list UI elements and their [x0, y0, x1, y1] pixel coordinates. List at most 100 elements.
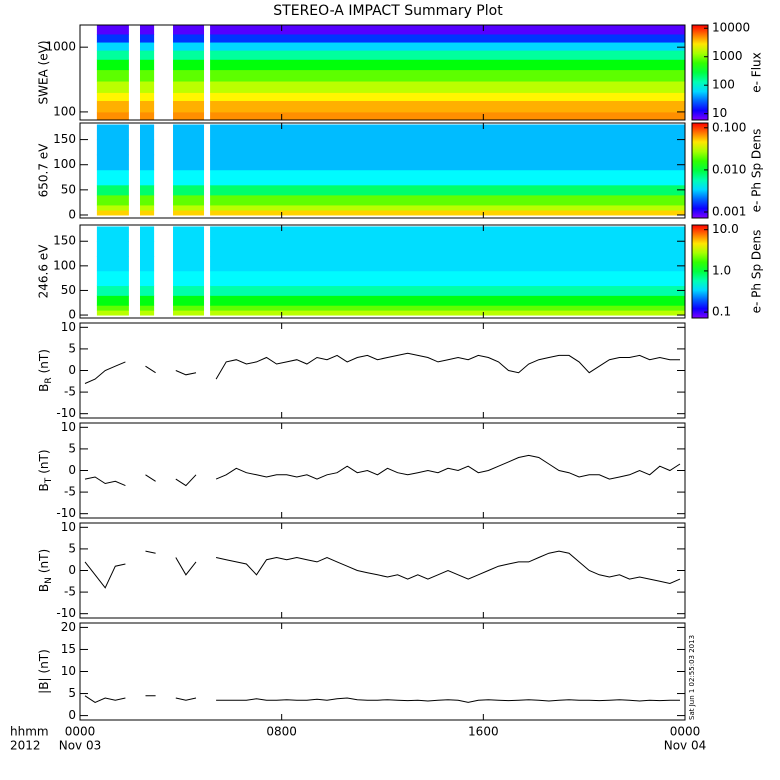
spectrogram-cell: [96, 310, 129, 316]
corner-label: 2012: [10, 739, 41, 753]
spectrogram-cell: [139, 226, 155, 242]
y-label-subscript: R: [44, 377, 54, 383]
y-tick-label: 10: [61, 664, 76, 678]
y-tick-label: 5: [68, 441, 76, 455]
date-label: Nov 03: [59, 739, 102, 753]
y-label-subscript: N: [44, 577, 54, 584]
panel-frame: [79, 24, 686, 121]
spectrogram-cell: [96, 270, 129, 287]
colorbar-tick-label: 10: [712, 106, 727, 120]
spectrogram-cell: [139, 111, 155, 121]
spectrogram-cell: [210, 92, 685, 102]
spectrogram-cell: [139, 154, 155, 171]
spectrogram-cell: [210, 59, 685, 71]
y-tick-label: 150: [53, 132, 76, 146]
spectrogram-cell: [96, 100, 129, 113]
y-axis-label: |B| (nT): [37, 649, 51, 694]
spectrogram-cell: [210, 154, 685, 171]
colorbar-tick-label: 0.001: [712, 204, 746, 218]
plot-title: STEREO-A IMPACT Summary Plot: [273, 3, 503, 19]
x-tick-label: 1600: [468, 725, 499, 739]
spectrogram-cell: [96, 285, 129, 296]
spectrogram-cell: [139, 81, 155, 93]
spectrogram-cell: [210, 42, 685, 51]
spectrogram-cell: [139, 33, 155, 43]
y-tick-label: 0: [68, 207, 76, 221]
spectrogram-cell: [96, 33, 129, 43]
spectrogram-cell: [139, 285, 155, 296]
spectrogram-cell: [96, 92, 129, 102]
spectrogram-cell: [96, 81, 129, 93]
spectrogram-cell: [96, 241, 129, 257]
y-tick-label: 0: [68, 363, 76, 377]
spectrogram-cell: [173, 209, 205, 216]
colorbar-tick-label: 10.0: [712, 222, 739, 236]
spectrogram-cell: [173, 241, 205, 257]
panel-frame: [79, 122, 686, 219]
spectrogram-cell: [139, 100, 155, 113]
corner-label: hhmm: [10, 725, 49, 739]
spectrogram-cell: [96, 184, 129, 196]
y-axis-label: 246.6 eV: [37, 244, 51, 299]
spectrogram-cell: [139, 204, 155, 211]
x-tick-label: 0800: [266, 725, 297, 739]
spectrogram-cell: [139, 184, 155, 196]
spectrogram-cell: [173, 169, 205, 186]
x-tick-label: 0000: [65, 725, 96, 739]
spectrogram-cell: [210, 25, 685, 35]
colorbar-tick-label: 0.010: [712, 162, 746, 176]
spectrogram-cell: [139, 310, 155, 316]
spectrogram-cell: [96, 295, 129, 306]
y-label-symbol: |B|: [37, 677, 51, 693]
spectrogram-cell: [96, 111, 129, 121]
colorbar-label: e- Ph Sp Dens: [750, 230, 764, 314]
colorbar-label: e- Ph Sp Dens: [750, 129, 764, 213]
spectrogram-cell: [210, 50, 685, 60]
spectrogram-cell: [210, 139, 685, 156]
y-tick-label: 10: [61, 520, 76, 534]
spectrogram-cell: [210, 285, 685, 296]
spectrogram-cell: [96, 25, 129, 35]
spectrogram-cell: [139, 92, 155, 102]
y-tick-label: -5: [64, 585, 76, 599]
spectrogram-cell: [210, 33, 685, 43]
spectrogram-cell: [173, 154, 205, 171]
spectrogram-cell: [210, 124, 685, 141]
spectrogram-cell: [139, 42, 155, 51]
spectrogram-cell: [173, 139, 205, 156]
spectrogram-cell: [96, 154, 129, 171]
spectrogram-cell: [139, 169, 155, 186]
y-tick-label: 20: [61, 620, 76, 634]
spectrogram-cell: [96, 305, 129, 311]
y-label-symbol: B: [37, 584, 51, 592]
spectrogram-cell: [96, 226, 129, 242]
spectrogram-cell: [96, 194, 129, 206]
spectrogram-cell: [210, 226, 685, 242]
y-tick-label: 15: [61, 642, 76, 656]
spectrogram-cell: [210, 305, 685, 311]
y-label-subscript: T: [44, 477, 54, 484]
colorbar: [691, 122, 709, 219]
spectrogram-cell: [173, 270, 205, 287]
x-tick-label: 0000: [670, 725, 701, 739]
spectrogram-cell: [139, 139, 155, 156]
colorbar-tick-label: 0.1: [712, 305, 731, 319]
y-axis-label: BN (nT): [37, 549, 54, 592]
spectrogram-cell: [96, 139, 129, 156]
spectrogram-cell: [173, 305, 205, 311]
spectrogram-cell: [210, 111, 685, 121]
spectrogram-cell: [173, 111, 205, 121]
spectrogram-cell: [210, 184, 685, 196]
y-label-unit: (nT): [37, 649, 51, 673]
y-label-symbol: B: [37, 483, 51, 491]
spectrogram-cell: [96, 256, 129, 272]
spectrogram-cell: [173, 204, 205, 211]
y-label-unit: (nT): [37, 349, 51, 373]
spectrogram-cell: [173, 33, 205, 43]
spectrogram-cell: [173, 194, 205, 206]
spectrogram-cell: [139, 194, 155, 206]
y-axis-label: BR (nT): [37, 349, 54, 392]
y-tick-label: 0: [68, 708, 76, 722]
spectrogram-cell: [210, 295, 685, 306]
spectrogram-cell: [210, 69, 685, 82]
